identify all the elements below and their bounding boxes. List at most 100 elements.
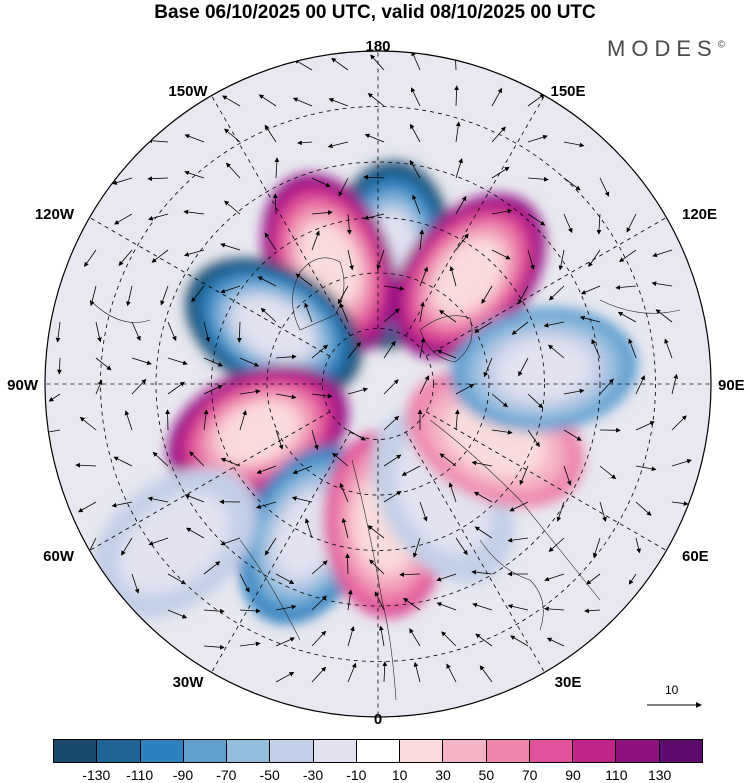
wind-vector-arrow bbox=[291, 496, 313, 503]
wind-vector-arrow bbox=[347, 589, 353, 611]
colorbar-tick-label: -10 bbox=[346, 767, 367, 783]
anomaly-contour-fill bbox=[217, 402, 299, 463]
wind-vector-arrow bbox=[118, 249, 133, 266]
wind-vector-arrow bbox=[264, 232, 277, 251]
wind-vector-arrow bbox=[131, 573, 140, 594]
wind-vector-arrow bbox=[55, 321, 61, 343]
longitude-label: 0 bbox=[373, 711, 383, 728]
wind-vector-arrow bbox=[183, 249, 205, 257]
wind-vector-arrow bbox=[411, 51, 421, 71]
wind-vector-arrow bbox=[548, 285, 565, 301]
wind-vector-arrow bbox=[409, 628, 421, 647]
colorbar-box bbox=[183, 740, 228, 762]
wind-vector-arrow bbox=[339, 302, 349, 323]
map-frame bbox=[44, 50, 712, 718]
wind-vector-arrow bbox=[236, 321, 242, 343]
wind-vector-arrow bbox=[548, 344, 565, 359]
wind-vector-arrow bbox=[203, 561, 221, 575]
map-title: Base 06/10/2025 00 UTC, valid 08/10/2025… bbox=[154, 2, 596, 23]
wind-vector-arrow bbox=[222, 95, 241, 107]
wind-vector-arrow bbox=[297, 140, 313, 146]
wind-vector-arrow bbox=[77, 501, 97, 513]
wind-vector-arrow bbox=[347, 662, 357, 683]
colorbar-box bbox=[270, 740, 314, 762]
wind-vector-arrow bbox=[185, 527, 205, 539]
wind-vector-arrow bbox=[563, 141, 585, 148]
wind-vector-arrow bbox=[563, 429, 582, 441]
wind-vector-arrow bbox=[543, 321, 565, 328]
wind-vector-arrow bbox=[203, 644, 225, 650]
wind-vector-arrow bbox=[45, 429, 61, 434]
wind-vector-arrow bbox=[275, 429, 284, 450]
wind-vector-arrow bbox=[563, 177, 581, 191]
wind-vector-arrow bbox=[275, 604, 297, 611]
graticule bbox=[45, 51, 711, 717]
wind-vector-arrow bbox=[220, 537, 241, 546]
wind-vector-arrow bbox=[346, 213, 352, 235]
wind-vector-arrow bbox=[203, 357, 224, 367]
latitude-circle bbox=[266, 272, 490, 496]
wind-vector-arrow bbox=[347, 341, 361, 359]
wind-vector-arrow bbox=[448, 482, 457, 503]
wind-vector-arrow bbox=[147, 496, 169, 503]
meridian-line bbox=[405, 431, 545, 673]
wind-vector-arrow bbox=[239, 410, 247, 431]
wind-vector-arrow bbox=[147, 176, 169, 182]
wind-vector-arrow bbox=[131, 357, 152, 366]
wind-vector-arrow bbox=[419, 229, 425, 251]
wind-vector-arrow bbox=[203, 608, 225, 614]
wind-vector-arrow bbox=[563, 213, 573, 234]
colorbar-box bbox=[227, 740, 271, 762]
wind-vector-arrow bbox=[112, 177, 133, 185]
wind-vector-arrow bbox=[382, 661, 388, 683]
colorbar-tick-label: -70 bbox=[216, 767, 237, 783]
meridian-line bbox=[425, 411, 667, 551]
coastline bbox=[599, 299, 681, 314]
wind-vector-arrow bbox=[439, 309, 457, 323]
wind-vector-arrow bbox=[471, 569, 493, 575]
wind-vector-arrow bbox=[347, 387, 369, 395]
wind-vector-arrow bbox=[455, 537, 468, 556]
wind-vector-arrow bbox=[599, 465, 617, 480]
wind-vector-arrow bbox=[543, 606, 565, 612]
wind-vector-arrow bbox=[239, 641, 261, 647]
wind-vector-arrow bbox=[527, 213, 546, 226]
wind-vector-arrow bbox=[413, 661, 421, 683]
wind-vector-arrow bbox=[599, 177, 610, 197]
wind-vector-arrow bbox=[419, 375, 430, 395]
latitude-circle bbox=[155, 161, 601, 607]
wind-vector-arrow bbox=[184, 170, 205, 179]
wind-vector-arrow bbox=[548, 537, 565, 552]
wind-vector-arrow bbox=[671, 415, 687, 431]
meridian-line bbox=[425, 217, 667, 357]
wind-vector-arrow bbox=[275, 637, 296, 647]
wind-vector-arrow bbox=[95, 321, 102, 343]
wind-vector-arrow bbox=[563, 465, 572, 486]
wind-vector-arrow bbox=[347, 429, 366, 441]
wind-vector-arrow bbox=[294, 59, 313, 71]
wind-vector-arrow bbox=[483, 357, 493, 378]
brand-name: MODES bbox=[607, 36, 718, 61]
meridian-line bbox=[211, 95, 351, 337]
wind-vector-arrow bbox=[275, 573, 295, 584]
wind-vector-arrow bbox=[401, 465, 421, 476]
wind-vector-arrow bbox=[635, 465, 657, 472]
wind-vector-arrow bbox=[455, 158, 463, 179]
longitude-label: 150W bbox=[168, 83, 208, 100]
wind-vector-arrow bbox=[586, 573, 601, 585]
wind-vector-arrow bbox=[664, 338, 673, 359]
wind-vector-arrow bbox=[454, 409, 460, 431]
wind-vector-arrow bbox=[558, 249, 565, 271]
wind-vector-arrow bbox=[509, 501, 529, 512]
wind-vector-arrow bbox=[383, 340, 396, 359]
map-disc bbox=[45, 51, 711, 717]
wind-vector-arrow bbox=[331, 57, 349, 71]
wind-vectors bbox=[45, 51, 692, 683]
wind-vector-arrow bbox=[239, 357, 260, 367]
wind-vector-arrow bbox=[481, 285, 493, 304]
wind-vector-arrow bbox=[455, 233, 469, 251]
wind-vector-arrow bbox=[363, 174, 385, 180]
wind-vector-arrow bbox=[441, 631, 457, 647]
wind-vector-arrow bbox=[256, 465, 277, 474]
wind-vector-arrow bbox=[455, 384, 475, 395]
